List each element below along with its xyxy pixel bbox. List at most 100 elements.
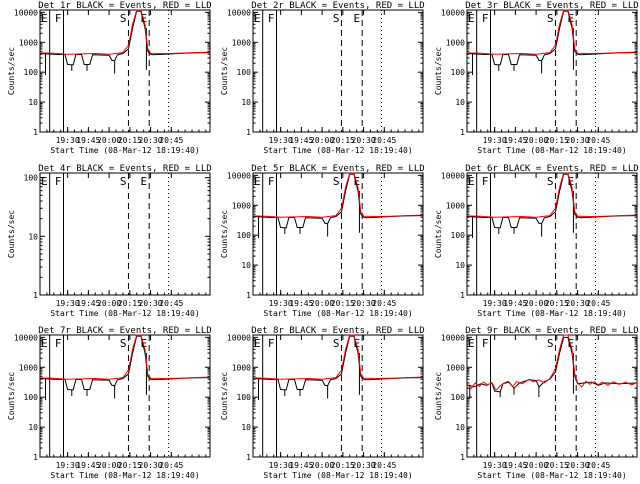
x-axis-label: Start Time (08-Mar-12 18:19:40) [263, 471, 412, 480]
chart-panel-det-7r: Det 7r BLACK = Events, RED = LLD 1 10 100 10… [7, 326, 212, 480]
chart-title: Det 5r BLACK = Events, RED = LLD [251, 164, 424, 174]
chart-panel-det-5r: Det 5r BLACK = Events, RED = LLD 1 10 100 10… [220, 164, 425, 318]
marker-label: E [568, 175, 575, 188]
y-tick-label: 100 [237, 231, 252, 240]
marker-label: S [547, 337, 554, 350]
x-tick-label: 20:15 [331, 461, 355, 470]
y-tick-label: 1000 [232, 363, 251, 372]
x-tick-label: 19:45 [503, 136, 527, 145]
x-tick-label: 20:30 [139, 136, 163, 145]
axis-frame [466, 334, 638, 458]
y-tick-label: 10000 [441, 333, 465, 342]
marker-label: F [482, 337, 489, 350]
y-tick-label: 100 [24, 393, 39, 402]
y-tick-label: 1 [460, 128, 465, 137]
y-tick-label: 10 [28, 423, 38, 432]
x-tick-label: 20:45 [372, 299, 396, 308]
y-tick-label: 100 [24, 174, 39, 183]
chart-panel-det-9r: Det 9r BLACK = Events, RED = LLD 1 10 100 10… [434, 326, 639, 480]
x-tick-label: 20:45 [586, 136, 610, 145]
x-tick-label: 20:45 [159, 461, 183, 470]
axis-frame [252, 9, 424, 133]
x-tick-label: 20:15 [545, 299, 569, 308]
y-tick-label: 1 [246, 128, 251, 137]
y-tick-label: 1 [460, 291, 465, 300]
marker-label: E [141, 337, 148, 350]
y-axis-label: Counts/sec [220, 47, 229, 95]
y-tick-label: 1 [460, 453, 465, 462]
y-tick-label: 10 [241, 261, 251, 270]
marker-label: E [141, 175, 148, 188]
y-tick-label: 100 [237, 393, 252, 402]
chart-panel-det-2r: Det 2r BLACK = Events, RED = LLD 1 10 100 10… [220, 1, 425, 155]
chart-panel-det-4r: Det 4r BLACK = Events, RED = LLD 1 10 100 Co… [7, 164, 212, 318]
y-tick-label: 1 [33, 128, 38, 137]
series-line-lld [39, 9, 211, 55]
x-tick-label: 20:30 [139, 461, 163, 470]
x-axis-label: Start Time (08-Mar-12 18:19:40) [50, 146, 199, 155]
x-tick-label: 20:00 [524, 299, 548, 308]
x-tick-label: 19:30 [56, 299, 80, 308]
y-axis-label: Counts/sec [434, 372, 443, 420]
x-tick-label: 20:15 [118, 136, 142, 145]
marker-label: F [482, 175, 489, 188]
y-tick-label: 10000 [14, 333, 38, 342]
x-axis-label: Start Time (08-Mar-12 18:19:40) [263, 146, 412, 155]
marker-label: F [268, 337, 275, 350]
marker-label: E [568, 337, 575, 350]
x-tick-label: 20:00 [97, 136, 121, 145]
x-tick-label: 20:30 [352, 461, 376, 470]
y-tick-label: 1 [246, 453, 251, 462]
y-tick-label: 1 [33, 453, 38, 462]
x-tick-label: 19:45 [289, 136, 313, 145]
x-tick-label: 20:15 [545, 461, 569, 470]
x-tick-label: 19:30 [483, 136, 507, 145]
x-tick-label: 19:30 [269, 299, 293, 308]
y-tick-label: 100 [237, 68, 252, 77]
y-axis-label: Counts/sec [434, 47, 443, 95]
x-tick-label: 19:45 [503, 461, 527, 470]
x-tick-label: 19:45 [76, 461, 100, 470]
x-tick-label: 20:15 [545, 136, 569, 145]
y-tick-label: 10 [455, 423, 465, 432]
x-axis-label: Start Time (08-Mar-12 18:19:40) [477, 309, 626, 318]
x-tick-label: 20:15 [331, 299, 355, 308]
y-tick-label: 10000 [227, 8, 251, 17]
marker-label: E [254, 12, 261, 25]
y-axis-label: Counts/sec [434, 210, 443, 258]
marker-label: F [268, 175, 275, 188]
y-tick-label: 1000 [19, 363, 38, 372]
y-tick-label: 10 [28, 98, 38, 107]
y-tick-label: 1 [246, 291, 251, 300]
x-tick-label: 20:30 [566, 461, 590, 470]
marker-label: S [333, 12, 340, 25]
axis-frame [39, 9, 211, 133]
y-tick-label: 10000 [14, 8, 38, 17]
x-tick-label: 20:15 [118, 299, 142, 308]
chart-panel-det-8r: Det 8r BLACK = Events, RED = LLD 1 10 100 10… [220, 326, 425, 480]
y-tick-label: 1000 [232, 201, 251, 210]
y-tick-label: 10000 [441, 8, 465, 17]
marker-label: E [41, 12, 48, 25]
y-tick-label: 1000 [446, 201, 465, 210]
series-line-events [466, 336, 638, 393]
x-axis-label: Start Time (08-Mar-12 18:19:40) [263, 309, 412, 318]
marker-label: S [120, 175, 127, 188]
y-tick-label: 100 [24, 68, 39, 77]
series-line-lld [466, 9, 638, 55]
marker-label: E [468, 175, 475, 188]
marker-label: S [333, 337, 340, 350]
marker-label: E [354, 175, 361, 188]
y-tick-label: 10000 [441, 171, 465, 180]
x-tick-label: 20:30 [352, 299, 376, 308]
chart-title: Det 6r BLACK = Events, RED = LLD [465, 164, 638, 174]
series-line-lld [252, 172, 424, 218]
x-axis-label: Start Time (08-Mar-12 18:19:40) [50, 471, 199, 480]
y-tick-label: 1000 [232, 38, 251, 47]
x-tick-label: 19:30 [269, 461, 293, 470]
marker-label: S [547, 175, 554, 188]
marker-label: E [468, 337, 475, 350]
x-axis-label: Start Time (08-Mar-12 18:19:40) [50, 309, 199, 318]
x-tick-label: 20:00 [524, 136, 548, 145]
